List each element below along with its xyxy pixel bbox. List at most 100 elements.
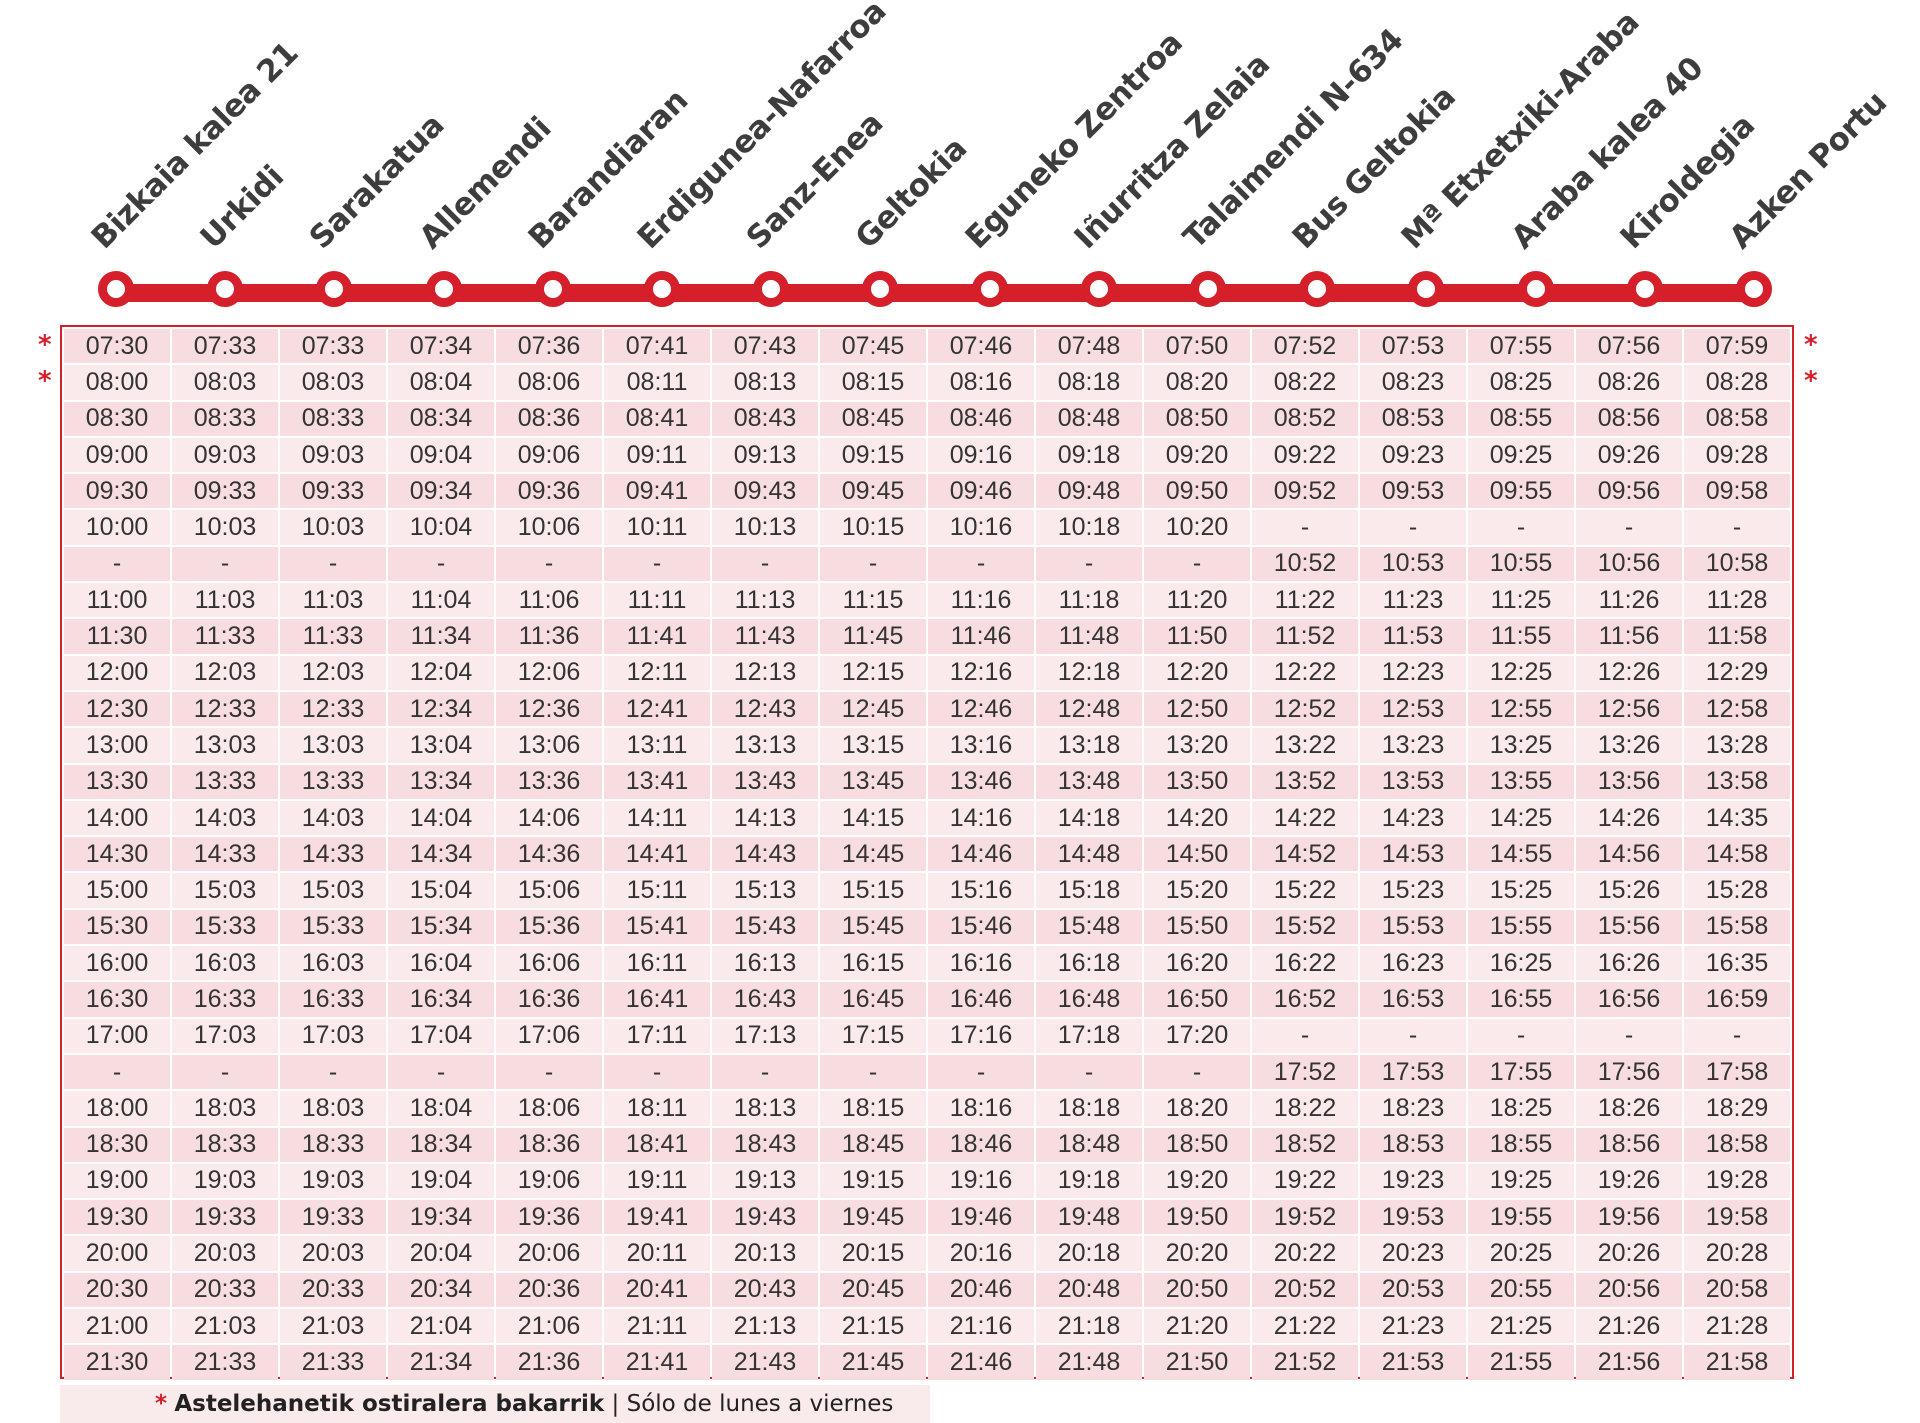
footnote: * Astelehanetik ostiralera bakarrik | Só…: [60, 1385, 930, 1423]
time-cell: 09:13: [712, 437, 818, 473]
time-cell: 16:41: [604, 982, 710, 1017]
time-cell: 20:20: [1144, 1236, 1250, 1271]
time-cell: 09:18: [1036, 437, 1142, 473]
footnote-separator: |: [611, 1391, 620, 1417]
time-cell: 18:22: [1252, 1091, 1358, 1126]
time-cell: 13:45: [820, 764, 926, 799]
timetable-row: - - - - - - - - - - -10:52 10:53 10:55 10:56 10:58: [64, 546, 1790, 582]
time-cell: 09:55: [1468, 474, 1574, 509]
time-cell: 19:53: [1360, 1200, 1466, 1235]
time-cell: 19:41: [604, 1200, 710, 1235]
time-cell: 18:29: [1684, 1091, 1790, 1126]
time-cell: 21:26: [1576, 1309, 1682, 1344]
time-cell: 11:15: [820, 583, 926, 618]
time-cell: 10:18: [1036, 510, 1142, 545]
time-cell: 19:03: [172, 1163, 278, 1199]
time-cell: 19:20: [1144, 1163, 1250, 1199]
time-cell: 08:16: [928, 365, 1034, 400]
time-cell: 19:11: [604, 1163, 710, 1199]
time-cell: 15:16: [928, 873, 1034, 908]
time-cell: 08:22: [1252, 365, 1358, 400]
time-cell: 20:18: [1036, 1236, 1142, 1271]
time-cell: 07:33: [280, 329, 386, 364]
time-cell: 16:11: [604, 946, 710, 981]
time-cell: 10:58: [1684, 546, 1790, 582]
time-cell: 12:45: [820, 691, 926, 727]
time-cell: 14:00: [64, 800, 170, 836]
time-cell: 13:16: [928, 728, 1034, 763]
time-cell: 21:13: [712, 1309, 818, 1344]
time-cell: 08:06: [496, 365, 602, 400]
time-cell: 16:26: [1576, 946, 1682, 981]
time-cell: 13:22: [1252, 728, 1358, 763]
time-cell: 16:20: [1144, 946, 1250, 981]
stop-dot: [534, 271, 571, 307]
time-cell: 15:33: [172, 909, 278, 945]
time-cell: 07:53: [1360, 329, 1466, 364]
stop-dot: [207, 271, 244, 307]
time-cell: 14:20: [1144, 800, 1250, 836]
stop-dot: [862, 271, 899, 307]
time-cell: 11:52: [1252, 619, 1358, 654]
time-cell: 15:26: [1576, 873, 1682, 908]
time-cell: 11:55: [1468, 619, 1574, 654]
time-cell: 10:52: [1252, 546, 1358, 582]
time-cell: 21:03: [280, 1309, 386, 1344]
time-cell: 19:28: [1684, 1163, 1790, 1199]
time-cell: 13:13: [712, 728, 818, 763]
time-cell: 10:16: [928, 510, 1034, 545]
time-cell: 13:34: [388, 764, 494, 799]
time-cell: 18:52: [1252, 1127, 1358, 1162]
time-cell: 14:16: [928, 800, 1034, 836]
time-cell: 20:04: [388, 1236, 494, 1271]
time-cell: -: [712, 1054, 818, 1090]
time-cell: 11:53: [1360, 619, 1466, 654]
time-cell: 16:25: [1468, 946, 1574, 981]
time-cell: 20:30: [64, 1272, 170, 1308]
time-cell: 17:53: [1360, 1054, 1466, 1090]
time-cell: 12:11: [604, 655, 710, 690]
time-cell: 17:15: [820, 1018, 926, 1053]
time-cell: 07:52: [1252, 329, 1358, 364]
time-cell: 11:50: [1144, 619, 1250, 654]
time-cell: 11:33: [172, 619, 278, 654]
timetable-row: 14:30 14:33 14:33 14:34 14:36 14:41 14:43 14:45…: [64, 837, 1790, 872]
time-cell: -: [820, 1054, 926, 1090]
time-cell: 09:48: [1036, 474, 1142, 509]
footnote-marker: *: [155, 1391, 168, 1417]
time-cell: 15:36: [496, 909, 602, 945]
time-cell: -: [1036, 1054, 1142, 1090]
time-cell: 16:18: [1036, 946, 1142, 981]
time-cell: 12:43: [712, 691, 818, 727]
timetable-row: 11:00 11:03 11:03 11:04 11:06 11:11 11:13 11:15…: [64, 583, 1790, 618]
time-cell: 14:43: [712, 837, 818, 872]
time-cell: 15:03: [280, 873, 386, 908]
time-cell: -: [388, 546, 494, 582]
time-cell: 09:50: [1144, 474, 1250, 509]
time-cell: 08:56: [1576, 401, 1682, 436]
time-cell: 14:58: [1684, 837, 1790, 872]
time-cell: 11:48: [1036, 619, 1142, 654]
time-cell: 15:53: [1360, 909, 1466, 945]
time-cell: 16:53: [1360, 982, 1466, 1017]
time-cell: 10:15: [820, 510, 926, 545]
time-cell: 07:45: [820, 329, 926, 364]
time-cell: 16:45: [820, 982, 926, 1017]
time-cell: 20:13: [712, 1236, 818, 1271]
time-cell: 12:25: [1468, 655, 1574, 690]
time-cell: 13:20: [1144, 728, 1250, 763]
time-cell: 18:53: [1360, 1127, 1466, 1162]
time-cell: 19:45: [820, 1200, 926, 1235]
time-cell: 21:11: [604, 1309, 710, 1344]
route-line: [116, 284, 1754, 302]
time-cell: 19:52: [1252, 1200, 1358, 1235]
time-cell: 18:20: [1144, 1091, 1250, 1126]
time-cell: 21:04: [388, 1309, 494, 1344]
time-cell: 21:52: [1252, 1345, 1358, 1380]
time-cell: 07:46: [928, 329, 1034, 364]
time-cell: 12:46: [928, 691, 1034, 727]
time-cell: 08:46: [928, 401, 1034, 436]
timetable-row: 19:30 19:33 19:33 19:34 19:36 19:41 19:43 19:45…: [64, 1200, 1790, 1235]
time-cell: 20:58: [1684, 1272, 1790, 1308]
time-cell: 15:20: [1144, 873, 1250, 908]
